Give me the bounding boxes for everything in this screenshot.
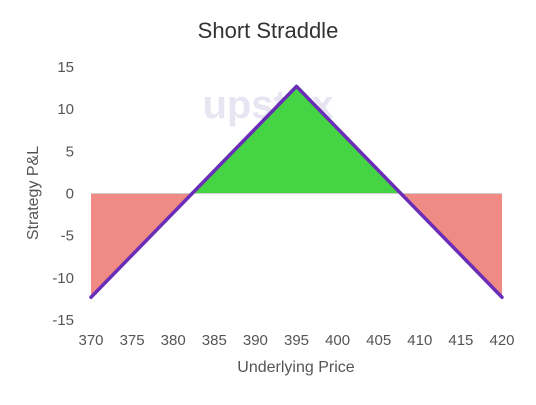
y-tick-label: 0 [66,186,74,203]
x-axis-label: Underlying Price [237,359,354,376]
y-axis-label: Strategy P&L [25,146,42,240]
y-tick-label: -10 [52,270,74,287]
y-tick-label: -5 [61,228,74,245]
x-tick-label: 385 [202,332,227,349]
y-tick-label: -15 [52,312,74,329]
profit-area [192,86,401,194]
x-tick-label: 370 [78,332,103,349]
x-tick-label: 420 [489,332,514,349]
y-axis-ticks: -15 -10 -5 0 5 10 15 [52,59,74,329]
y-tick-label: 10 [57,101,74,118]
payoff-line [89,84,504,299]
x-tick-label: 415 [448,332,473,349]
y-tick-label: 15 [57,59,74,76]
x-tick-label: 400 [325,332,350,349]
x-axis-ticks: 370 375 380 385 390 395 400 405 410 415 420 [78,332,514,349]
x-tick-label: 390 [243,332,268,349]
x-tick-label: 405 [366,332,391,349]
x-tick-label: 380 [161,332,186,349]
x-tick-label: 410 [407,332,432,349]
y-tick-label: 5 [66,143,74,160]
x-tick-label: 395 [284,332,309,349]
chart-title: Short Straddle [198,18,339,43]
pnl-fills [91,86,502,298]
x-tick-label: 375 [120,332,145,349]
